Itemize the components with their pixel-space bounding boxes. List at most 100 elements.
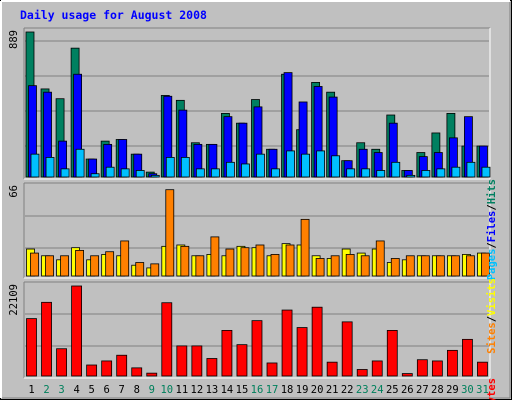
kbytes-bar-day-12	[191, 345, 203, 377]
kbytes-bar-day-1	[26, 318, 37, 377]
kbytes-bar-day-17	[266, 362, 278, 377]
pages-bar-day-27	[421, 170, 431, 178]
pages-bar-day-13	[210, 168, 220, 178]
day-axis-labels: 1 2 3 4 5 6 7 8 9 10 11 12 13 14 15 16 17 18 19 20 21 22 23 24 2…	[28, 384, 488, 396]
day-label-18: 18	[281, 384, 294, 396]
day-label-11: 11	[176, 384, 189, 396]
pages-bar-day-25	[391, 161, 401, 178]
legend-part: Sites	[486, 322, 498, 354]
sites-bar-day-21	[330, 255, 340, 277]
sites-bar-day-24	[375, 240, 385, 277]
sites-bar-day-10	[165, 189, 175, 277]
pages-bar-day-6	[105, 166, 115, 178]
day-label-5: 5	[88, 384, 94, 396]
chart-title: Daily usage for August 2008	[20, 8, 207, 22]
kbytes-panel	[23, 281, 491, 379]
pages-bar-day-16	[256, 153, 265, 178]
kbytes-bar-day-9	[146, 372, 158, 377]
legend-part: /	[486, 316, 498, 322]
visits-sites-legend: Sites/Visits	[486, 278, 498, 354]
day-label-4: 4	[73, 384, 79, 396]
kbytes-bar-day-25	[386, 330, 398, 377]
day-label-10: 10	[160, 384, 173, 396]
day-label-16: 16	[251, 384, 264, 396]
kbytes-bar-day-29	[447, 349, 458, 377]
pages-bar-day-31	[481, 166, 491, 178]
pages-bar-day-11	[180, 157, 190, 178]
pages-bar-day-21	[331, 155, 341, 178]
sites-bar-day-26	[405, 255, 415, 277]
sites-bar-day-31	[481, 252, 490, 277]
legend-part: Pages	[486, 249, 498, 281]
legend-part: Visits	[486, 278, 498, 316]
sites-bar-day-28	[435, 255, 445, 277]
pages-bar-day-20	[316, 150, 326, 178]
kbytes-bar-day-6	[101, 360, 113, 377]
kbytes-bar-day-4	[71, 285, 82, 377]
day-label-8: 8	[134, 384, 140, 396]
kbytes-bar-day-24	[371, 360, 383, 377]
day-label-25: 25	[386, 384, 399, 396]
kbytes-bar-day-22	[341, 321, 353, 377]
day-label-13: 13	[206, 384, 219, 396]
pages-bar-day-12	[195, 168, 205, 178]
kbytes-bar-day-11	[176, 345, 188, 377]
pages-bar-day-7	[120, 168, 130, 178]
pages-bar-day-10	[165, 157, 175, 178]
pages-bar-day-26	[406, 174, 416, 178]
day-label-29: 29	[446, 384, 459, 396]
pages-bar-day-24	[376, 170, 386, 178]
kbytes-bar-day-10	[161, 302, 173, 377]
day-label-31: 31	[476, 384, 489, 396]
day-label-30: 30	[461, 384, 474, 396]
day-label-22: 22	[341, 384, 354, 396]
pages-bar-day-9	[150, 174, 160, 178]
day-label-12: 12	[191, 384, 204, 396]
hits-max-label: 889	[8, 30, 20, 49]
sites-bar-day-27	[420, 255, 430, 277]
day-label-23: 23	[356, 384, 369, 396]
legend-part: /	[486, 204, 498, 210]
sites-bar-day-1	[30, 252, 39, 277]
kbytes-bar-day-30	[462, 338, 473, 377]
pages-bar-day-3	[60, 168, 70, 178]
sites-bar-day-4	[75, 249, 84, 277]
pages-bar-day-23	[361, 168, 371, 178]
sites-bar-day-19	[300, 218, 310, 277]
pages-bar-day-1	[30, 153, 40, 178]
sites-bar-day-5	[90, 255, 100, 277]
sites-bar-day-3	[60, 255, 69, 277]
day-label-14: 14	[221, 384, 234, 396]
pages-bar-day-14	[226, 161, 235, 178]
day-label-17: 17	[266, 384, 279, 396]
sites-bar-day-20	[315, 258, 325, 277]
legend-part: Hits	[486, 179, 498, 204]
kbytes-bar-day-31	[477, 361, 488, 377]
kbytes-bar-day-2	[41, 301, 52, 377]
kbytes-bar-day-3	[56, 348, 67, 377]
kbytes-bar-day-28	[431, 360, 443, 377]
sites-bar-day-2	[45, 255, 54, 277]
day-label-3: 3	[58, 384, 64, 396]
kbytes-bar-day-26	[401, 373, 413, 377]
kbytes-bar-day-7	[116, 354, 128, 377]
day-label-24: 24	[371, 384, 384, 396]
day-label-7: 7	[119, 384, 125, 396]
day-label-20: 20	[311, 384, 324, 396]
sites-bar-day-18	[285, 244, 295, 277]
sites-bar-day-25	[390, 258, 400, 277]
kbytes-bar-day-13	[206, 358, 218, 377]
kbytes-bar-day-20	[311, 306, 323, 377]
sites-bar-day-12	[195, 255, 205, 277]
hits-files-pages-panel	[23, 27, 491, 180]
day-label-9: 9	[149, 384, 155, 396]
kbytes-bar-day-5	[86, 364, 98, 377]
sites-bar-day-11	[180, 245, 190, 277]
sites-bar-day-23	[360, 255, 370, 277]
kbytes-bar-day-19	[296, 327, 308, 377]
kbytes-bar-day-14	[221, 330, 233, 377]
kbytes-bar-day-27	[416, 359, 428, 377]
day-label-1: 1	[28, 384, 34, 396]
pages-bar-day-5	[90, 173, 100, 178]
